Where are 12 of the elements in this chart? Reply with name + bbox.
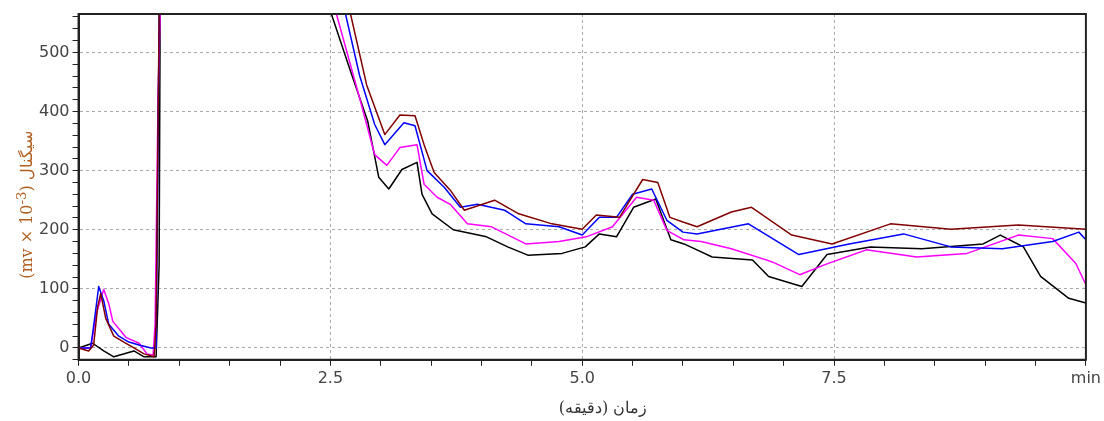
y-tick-label: 300 [38, 159, 70, 179]
x-tick-label: 2.5 [317, 367, 344, 387]
y-tick-label: 0 [59, 337, 70, 357]
y-tick-label: 500 [38, 41, 70, 61]
x-axis-title: زمان (دقیقه) [558, 398, 648, 417]
x-tick-label: 5.0 [569, 367, 595, 387]
x-tick-label: 0.0 [65, 367, 92, 387]
y-tick-label: 100 [38, 278, 70, 298]
x-tick-label: 7.5 [821, 367, 847, 387]
y-tick-label: 400 [38, 100, 70, 120]
x-tick-label: min [1070, 367, 1101, 387]
y-tick-label: 200 [38, 218, 70, 238]
